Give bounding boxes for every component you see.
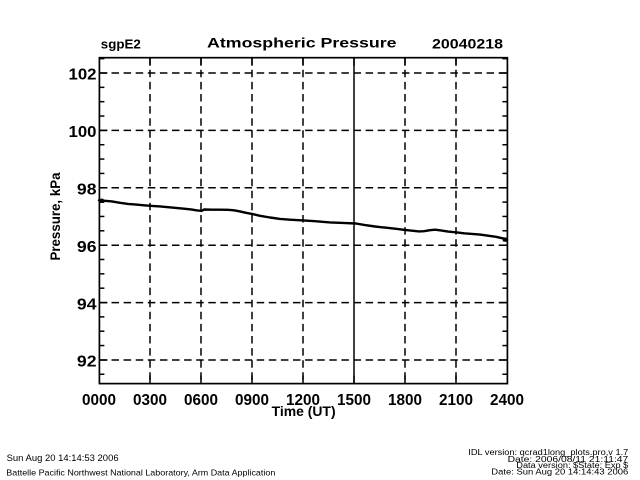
svg-text:IDL version: qcrad1long_plots.: IDL version: qcrad1long_plots.pro,v 1.7 xyxy=(468,448,629,457)
svg-text:Date: Sun Aug 20 14:14:43 2006: Date: Sun Aug 20 14:14:43 2006 xyxy=(491,468,629,477)
svg-text:Battelle Pacific Northwest Nat: Battelle Pacific Northwest National Labo… xyxy=(6,467,275,477)
svg-text:1800: 1800 xyxy=(388,392,422,409)
svg-text:100: 100 xyxy=(69,124,97,141)
svg-text:Sun Aug 20 14:14:53 2006: Sun Aug 20 14:14:53 2006 xyxy=(7,453,119,463)
svg-text:0000: 0000 xyxy=(82,392,116,409)
svg-text:sgpE2: sgpE2 xyxy=(101,36,141,51)
svg-text:Data version: $State: Exp $: Data version: $State: Exp $ xyxy=(516,461,629,470)
svg-text:0900: 0900 xyxy=(235,392,269,409)
svg-text:102: 102 xyxy=(69,67,97,84)
svg-text:1500: 1500 xyxy=(337,392,371,409)
svg-text:98: 98 xyxy=(77,182,97,199)
svg-text:Pressure, kPa: Pressure, kPa xyxy=(47,172,63,260)
svg-text:0300: 0300 xyxy=(133,392,167,409)
svg-text:2400: 2400 xyxy=(490,392,524,409)
svg-text:20040218: 20040218 xyxy=(432,35,503,51)
svg-text:94: 94 xyxy=(77,296,97,313)
svg-text:92: 92 xyxy=(77,354,97,371)
svg-text:Date: 2006/08/11 21:11:47: Date: 2006/08/11 21:11:47 xyxy=(508,455,629,464)
svg-text:Time (UT): Time (UT) xyxy=(272,404,336,419)
svg-text:Atmospheric Pressure: Atmospheric Pressure xyxy=(207,34,397,50)
svg-text:96: 96 xyxy=(77,239,97,256)
svg-text:0600: 0600 xyxy=(184,392,218,409)
svg-text:2100: 2100 xyxy=(439,392,473,409)
svg-text:1200: 1200 xyxy=(286,392,320,409)
